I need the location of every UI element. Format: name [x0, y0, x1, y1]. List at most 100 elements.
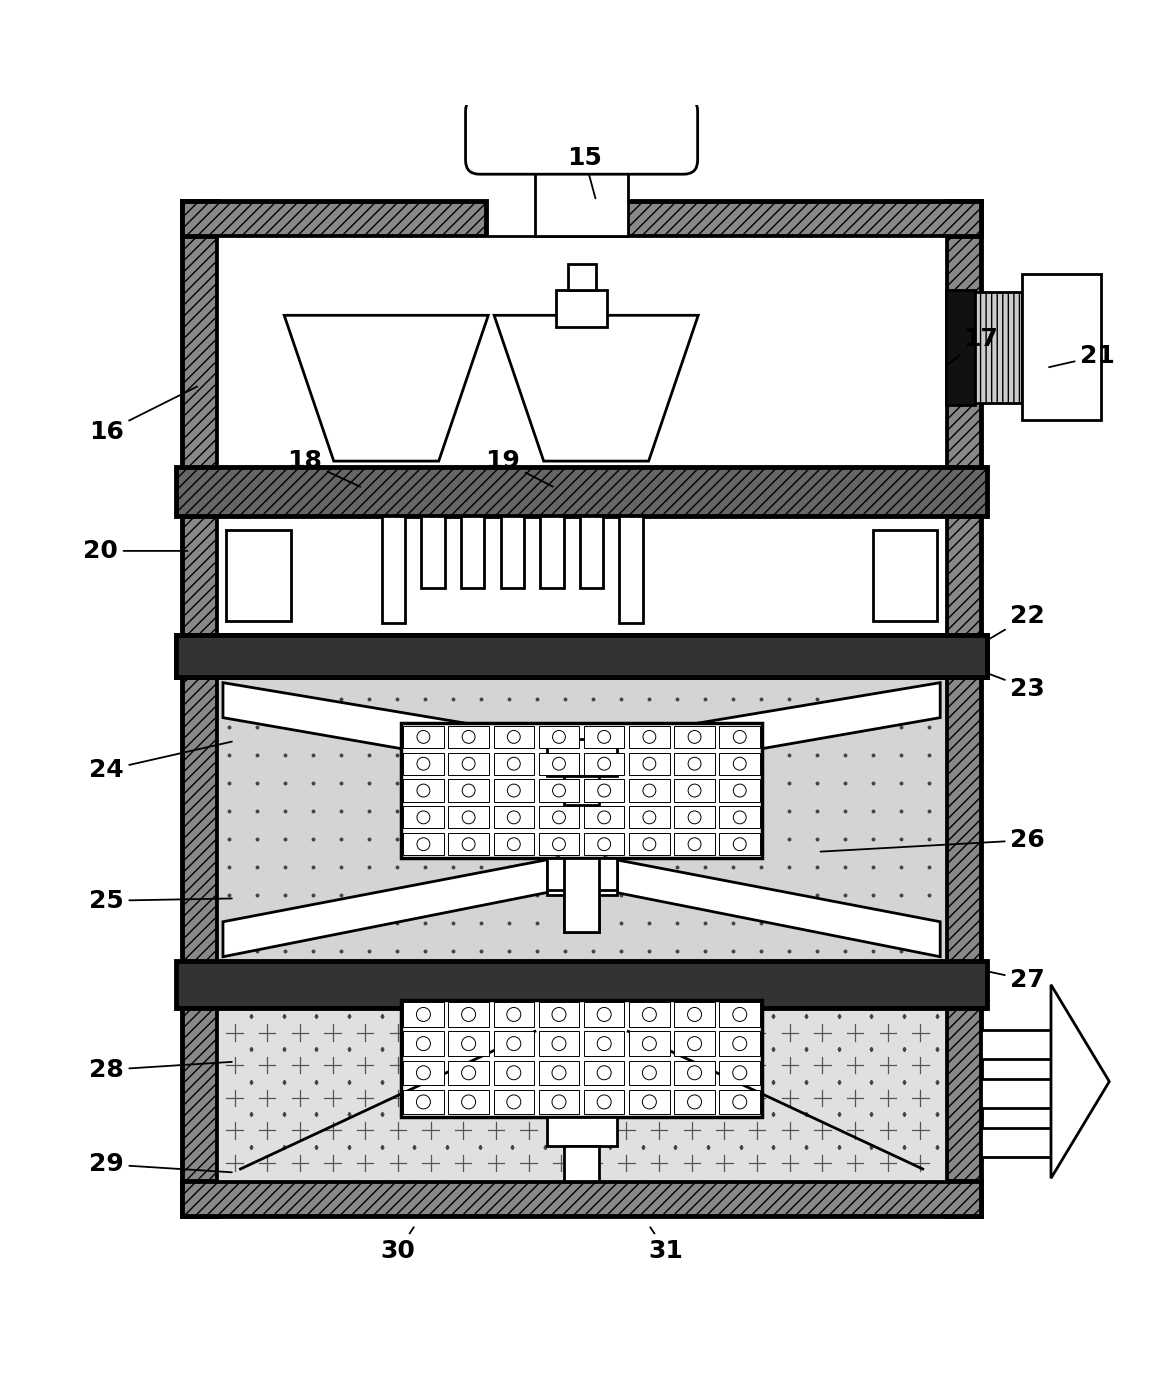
- Bar: [227, 530, 291, 621]
- Bar: [584, 833, 624, 855]
- Bar: [177, 467, 987, 516]
- Bar: [675, 726, 714, 748]
- Bar: [500, 516, 524, 588]
- Bar: [493, 807, 534, 829]
- Bar: [535, 160, 628, 235]
- Bar: [217, 1008, 946, 1180]
- Bar: [381, 516, 404, 624]
- Bar: [217, 677, 946, 963]
- Text: 31: 31: [649, 1227, 684, 1263]
- Bar: [449, 753, 489, 775]
- Bar: [565, 895, 599, 932]
- Bar: [539, 807, 580, 829]
- Bar: [403, 833, 444, 855]
- Bar: [493, 833, 534, 855]
- Bar: [547, 1117, 616, 1146]
- Bar: [461, 516, 484, 588]
- Bar: [449, 1031, 489, 1056]
- Bar: [629, 1002, 670, 1027]
- Bar: [539, 1002, 580, 1027]
- Bar: [584, 753, 624, 775]
- Text: 25: 25: [89, 888, 231, 913]
- Bar: [539, 726, 580, 748]
- Bar: [946, 289, 975, 405]
- Bar: [539, 1031, 580, 1056]
- Bar: [675, 753, 714, 775]
- Bar: [584, 1089, 624, 1114]
- Polygon shape: [284, 315, 489, 461]
- Bar: [565, 1146, 599, 1180]
- Bar: [493, 1089, 534, 1114]
- Bar: [584, 1002, 624, 1027]
- Bar: [584, 807, 624, 829]
- Bar: [539, 753, 580, 775]
- Bar: [182, 201, 486, 235]
- Bar: [675, 833, 714, 855]
- Bar: [981, 1128, 1051, 1157]
- Bar: [177, 635, 987, 677]
- Bar: [565, 858, 599, 932]
- Bar: [719, 726, 760, 748]
- Bar: [719, 1031, 760, 1056]
- Bar: [620, 516, 643, 624]
- Bar: [403, 807, 444, 829]
- Bar: [629, 779, 670, 801]
- Bar: [177, 635, 987, 677]
- Bar: [946, 201, 981, 1216]
- Bar: [629, 753, 670, 775]
- Bar: [493, 779, 534, 801]
- Bar: [403, 1002, 444, 1027]
- Bar: [547, 858, 616, 895]
- Text: 24: 24: [89, 742, 231, 782]
- Bar: [401, 723, 762, 858]
- Text: 27: 27: [988, 968, 1045, 991]
- Text: 22: 22: [987, 605, 1045, 640]
- Bar: [629, 726, 670, 748]
- Bar: [449, 1089, 489, 1114]
- Text: 20: 20: [83, 538, 187, 563]
- Bar: [182, 201, 217, 1216]
- Bar: [403, 1031, 444, 1056]
- Bar: [975, 292, 1022, 403]
- Bar: [629, 807, 670, 829]
- Bar: [539, 1089, 580, 1114]
- Bar: [539, 779, 580, 801]
- Bar: [675, 807, 714, 829]
- Bar: [580, 516, 603, 588]
- Bar: [1022, 274, 1101, 420]
- Bar: [182, 1180, 981, 1216]
- Polygon shape: [494, 315, 698, 461]
- Bar: [565, 777, 599, 806]
- Text: 23: 23: [987, 673, 1045, 701]
- Polygon shape: [223, 858, 559, 957]
- Bar: [719, 1002, 760, 1027]
- Bar: [556, 289, 607, 326]
- Bar: [403, 1089, 444, 1114]
- Bar: [493, 1031, 534, 1056]
- Bar: [584, 1031, 624, 1056]
- Bar: [872, 530, 936, 621]
- Bar: [403, 753, 444, 775]
- Text: 16: 16: [89, 387, 198, 443]
- Text: 19: 19: [485, 449, 553, 486]
- Polygon shape: [223, 683, 559, 777]
- Bar: [449, 1060, 489, 1085]
- Bar: [629, 1031, 670, 1056]
- FancyBboxPatch shape: [465, 98, 698, 175]
- Bar: [493, 1060, 534, 1085]
- Polygon shape: [604, 858, 940, 957]
- Text: 18: 18: [288, 449, 360, 486]
- Bar: [217, 516, 946, 635]
- Bar: [675, 1060, 714, 1085]
- Bar: [449, 779, 489, 801]
- Bar: [719, 807, 760, 829]
- Bar: [629, 1089, 670, 1114]
- Text: 21: 21: [1049, 344, 1115, 368]
- Bar: [403, 1060, 444, 1085]
- Text: 28: 28: [89, 1058, 231, 1082]
- Bar: [547, 738, 616, 777]
- Bar: [584, 1060, 624, 1085]
- Bar: [540, 516, 563, 588]
- Bar: [584, 726, 624, 748]
- Bar: [479, 112, 684, 160]
